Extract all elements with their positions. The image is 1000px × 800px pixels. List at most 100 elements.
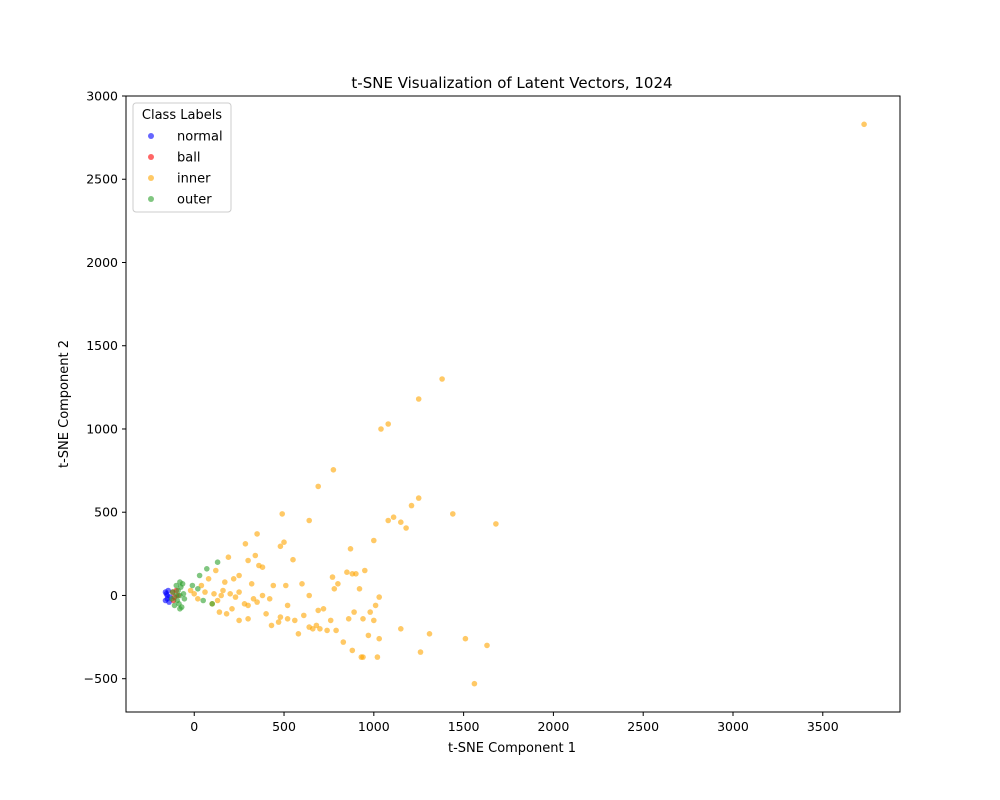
points-layer <box>162 121 867 687</box>
legend-items: normal ball inner outer <box>148 130 223 208</box>
point-inner-26 <box>225 554 232 560</box>
point-outer-11 <box>180 591 187 597</box>
point-inner-41 <box>266 596 273 602</box>
x-tick-label-3000: 3000 <box>717 719 749 734</box>
point-inner-29 <box>205 576 212 582</box>
legend-marker-outer <box>148 196 154 202</box>
x-tick-label-3500: 3500 <box>807 719 839 734</box>
point-inner-99 <box>250 596 257 602</box>
x-tick-label-2000: 2000 <box>537 719 569 734</box>
y-tick-label-1000: 1000 <box>86 421 118 436</box>
point-inner-78 <box>376 594 383 600</box>
point-inner-69 <box>362 567 368 574</box>
x-tick-label-1500: 1500 <box>448 719 480 734</box>
y-tick-label-2500: 2500 <box>86 172 118 187</box>
point-inner-33 <box>236 589 242 595</box>
y-tick-label-0: 0 <box>110 588 118 603</box>
legend-marker-normal <box>148 133 154 139</box>
point-inner-104 <box>313 622 320 629</box>
point-inner-40 <box>263 611 269 617</box>
point-inner-105 <box>327 617 334 624</box>
point-inner-93 <box>211 591 217 597</box>
point-inner-48 <box>295 631 302 637</box>
point-inner-37 <box>254 599 260 605</box>
point-inner-68 <box>360 616 366 622</box>
point-inner-64 <box>349 647 356 654</box>
point-inner-73 <box>371 617 377 624</box>
point-inner-51 <box>306 592 313 599</box>
point-normal-6 <box>162 589 169 595</box>
point-inner-71 <box>367 609 374 615</box>
point-inner-62 <box>345 616 352 622</box>
y-tick-label-500: 500 <box>94 505 118 520</box>
point-inner-72 <box>371 537 377 544</box>
point-inner-35 <box>245 602 251 609</box>
point-inner-83 <box>471 680 478 687</box>
point-inner-22 <box>281 539 287 545</box>
point-inner-24 <box>236 572 242 579</box>
point-outer-14 <box>177 579 183 585</box>
point-inner-36 <box>248 581 255 587</box>
point-outer-17 <box>204 566 210 572</box>
point-inner-96 <box>229 606 235 612</box>
point-inner-17 <box>254 531 260 537</box>
point-inner-65 <box>351 609 357 615</box>
x-tick-label-500: 500 <box>272 719 296 734</box>
point-inner-21 <box>277 543 284 550</box>
point-inner-80 <box>417 649 424 655</box>
plot-area-frame <box>125 95 901 713</box>
point-inner-44 <box>277 614 284 620</box>
point-inner-100 <box>259 592 266 599</box>
legend-label-inner: inner <box>177 172 211 187</box>
point-outer-15 <box>177 606 183 612</box>
point-inner-31 <box>227 591 233 597</box>
point-inner-27 <box>222 579 228 585</box>
x-axis-label: t-SNE Component 1 <box>448 741 576 756</box>
legend-label-outer: outer <box>177 193 212 208</box>
point-inner-13 <box>385 517 392 524</box>
point-inner-107 <box>349 571 356 577</box>
point-inner-63 <box>347 546 354 552</box>
point-inner-58 <box>331 586 338 592</box>
point-inner-4 <box>378 426 384 432</box>
point-inner-56 <box>324 627 330 634</box>
point-inner-7 <box>493 521 499 527</box>
point-inner-106 <box>344 569 350 575</box>
y-axis-label: t-SNE Component 2 <box>57 340 72 468</box>
legend-label-normal: normal <box>177 130 223 145</box>
point-inner-55 <box>320 606 327 612</box>
point-inner-43 <box>275 619 282 625</box>
point-inner-11 <box>398 519 404 525</box>
point-inner-49 <box>299 581 305 587</box>
point-inner-46 <box>284 602 291 609</box>
point-inner-70 <box>365 632 372 639</box>
point-inner-95 <box>223 611 230 617</box>
point-outer-19 <box>209 601 215 607</box>
point-inner-97 <box>236 617 242 624</box>
point-inner-89 <box>198 582 205 589</box>
legend: Class Labels normal ball inner outer <box>132 102 232 213</box>
point-inner-1 <box>439 376 445 382</box>
point-inner-47 <box>292 617 298 624</box>
point-inner-77 <box>372 602 379 609</box>
legend-label-ball: ball <box>177 151 200 166</box>
point-inner-94 <box>216 609 223 615</box>
point-inner-103 <box>306 624 313 630</box>
y-tick-label-3000: 3000 <box>86 89 118 104</box>
point-inner-23 <box>245 557 251 564</box>
point-inner-59 <box>333 627 339 634</box>
point-inner-39 <box>259 564 266 570</box>
point-inner-87 <box>218 592 224 599</box>
point-inner-15 <box>279 511 286 517</box>
chart-title: t-SNE Visualization of Latent Vectors, 1… <box>351 74 672 92</box>
point-outer-12 <box>181 596 188 602</box>
point-inner-82 <box>462 635 469 642</box>
x-tick-label-2500: 2500 <box>627 719 659 734</box>
point-outer-22 <box>189 582 196 589</box>
legend-title: Class Labels <box>142 108 222 123</box>
point-inner-61 <box>340 639 347 645</box>
point-inner-0 <box>861 121 867 128</box>
point-inner-101 <box>268 622 275 629</box>
point-inner-53 <box>315 607 322 614</box>
